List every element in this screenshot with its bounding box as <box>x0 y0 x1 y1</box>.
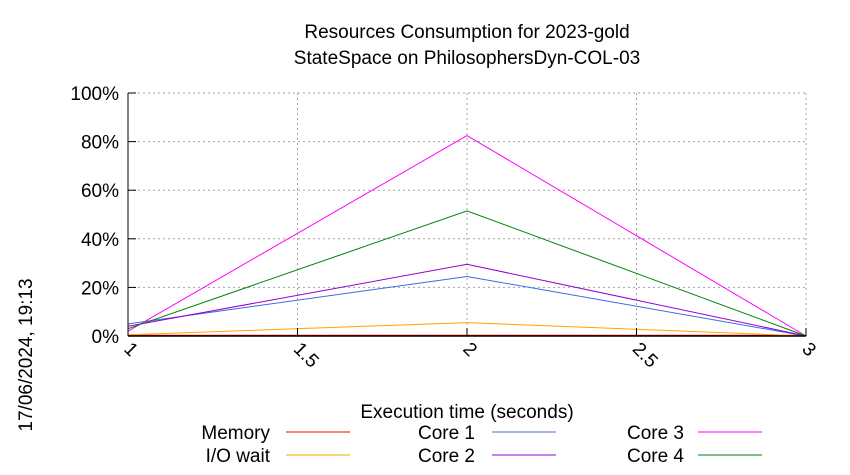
chart-title-line1: Resources Consumption for 2023-gold <box>304 22 629 43</box>
series-line-core-3 <box>127 134 807 337</box>
y-tick-label: 80% <box>81 133 119 154</box>
series-lines <box>127 134 807 337</box>
y-tick-label: 0% <box>92 327 120 348</box>
axes: 0% 20% 40% 60% 80% 100% 1 1.5 2 2.5 3 <box>70 84 819 372</box>
y-tick-label: 100% <box>70 84 119 105</box>
legend-label: Core 1 <box>418 423 475 444</box>
x-axis-label: Execution time (seconds) <box>360 402 573 423</box>
series-line-core-1 <box>127 275 807 337</box>
legend-label: Memory <box>201 423 270 444</box>
x-tick-label: 3 <box>797 339 819 361</box>
chart-title-line2: StateSpace on PhilosophersDyn-COL-03 <box>294 48 640 69</box>
legend-label: I/O wait <box>206 446 271 467</box>
legend-label: Core 2 <box>418 446 475 467</box>
y-tick-label: 20% <box>81 278 119 299</box>
x-tick-label: 1.5 <box>289 339 323 373</box>
legend-label: Core 4 <box>627 446 684 467</box>
timestamp-label: 17/06/2024, 19:13 <box>16 278 37 431</box>
series-line-i-o-wait <box>127 322 807 337</box>
y-tick-label: 40% <box>81 230 119 251</box>
x-tick-label: 1 <box>119 339 141 361</box>
y-tick-label: 60% <box>81 181 119 202</box>
x-tick-label: 2 <box>458 339 480 361</box>
grid <box>128 92 807 336</box>
series-line-core-4 <box>127 210 807 337</box>
legend-label: Core 3 <box>627 423 684 444</box>
x-tick-label: 2.5 <box>628 339 662 373</box>
series-line-core-2 <box>127 263 807 337</box>
